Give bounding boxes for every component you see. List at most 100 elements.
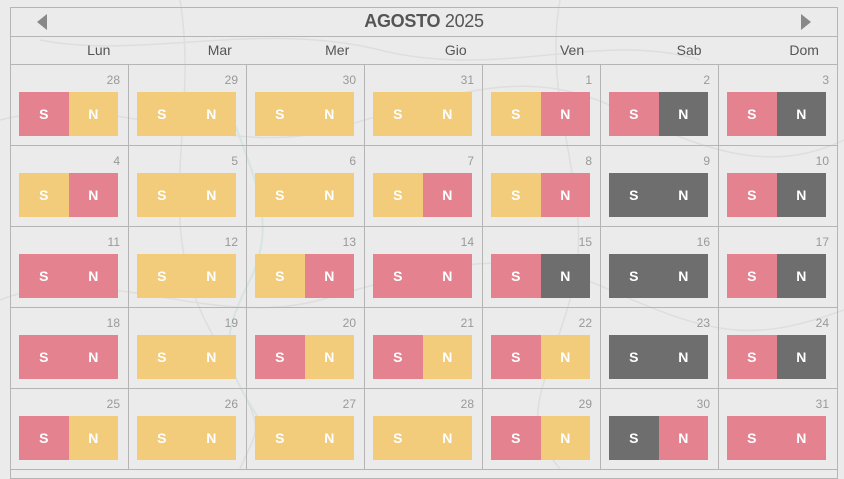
shift-s-button[interactable]: S (609, 416, 659, 460)
shift-n-button[interactable]: N (186, 173, 236, 217)
shift-n-button[interactable]: N (540, 254, 590, 298)
shift-n-button[interactable]: N (776, 416, 826, 460)
shift-s-button[interactable]: S (19, 173, 69, 217)
shift-n-button[interactable]: N (776, 335, 826, 379)
shift-s-button[interactable]: S (137, 254, 187, 298)
shift-s-button[interactable]: S (373, 254, 423, 298)
shift-s-button[interactable]: S (491, 173, 541, 217)
shift-n-button[interactable]: N (540, 416, 590, 460)
shift-s-button[interactable]: S (373, 416, 423, 460)
shift-n-button[interactable]: N (658, 335, 708, 379)
shift-n-button[interactable]: N (186, 254, 236, 298)
shift-s-button[interactable]: S (373, 92, 423, 136)
prev-month-icon[interactable] (37, 14, 47, 30)
shift-n-button[interactable]: N (776, 92, 826, 136)
shift-n-button[interactable]: N (186, 335, 236, 379)
shift-s-button[interactable]: S (727, 92, 777, 136)
shift-s-button[interactable]: S (137, 92, 187, 136)
shift-s-button[interactable]: S (255, 416, 305, 460)
shift-s-button[interactable]: S (19, 416, 69, 460)
shift-n-button[interactable]: N (68, 254, 118, 298)
shift-s-button[interactable]: S (373, 335, 423, 379)
shift-n-button[interactable]: N (68, 416, 118, 460)
shift-n-button[interactable]: N (658, 173, 708, 217)
shift-n-button[interactable]: N (422, 92, 472, 136)
shift-n-button[interactable]: N (776, 254, 826, 298)
shift-n-button[interactable]: N (422, 173, 472, 217)
shift-n-button[interactable]: N (422, 335, 472, 379)
shift-s-button[interactable]: S (19, 335, 69, 379)
shift-s-button[interactable]: S (609, 173, 659, 217)
shift-n-button[interactable]: N (186, 92, 236, 136)
shift-s-button[interactable]: S (137, 416, 187, 460)
shift-s-button[interactable]: S (727, 335, 777, 379)
shift-n-button[interactable]: N (540, 173, 590, 217)
shift-s-button[interactable]: S (491, 416, 541, 460)
shift-s-button[interactable]: S (255, 173, 305, 217)
shift-n-button[interactable]: N (186, 416, 236, 460)
shift-n-button[interactable]: N (658, 254, 708, 298)
shift-s-button[interactable]: S (491, 335, 541, 379)
shift-s-button[interactable]: S (137, 173, 187, 217)
shift-n-button[interactable]: N (422, 416, 472, 460)
shift-s-button[interactable]: S (255, 335, 305, 379)
shift-n-button[interactable]: N (422, 254, 472, 298)
shift-n-button[interactable]: N (304, 173, 354, 217)
shift-s-button[interactable]: S (137, 335, 187, 379)
shift-s-button[interactable]: S (609, 254, 659, 298)
shift-n-button[interactable]: N (304, 416, 354, 460)
shift-s-button[interactable]: S (609, 335, 659, 379)
next-month-icon[interactable] (801, 14, 811, 30)
shift-s-button[interactable]: S (373, 173, 423, 217)
shift-n-button[interactable]: N (304, 254, 354, 298)
shift-n-button[interactable]: N (304, 335, 354, 379)
shift-s-button[interactable]: S (255, 92, 305, 136)
shift-n-button[interactable]: N (776, 173, 826, 217)
shift-s-button[interactable]: S (727, 173, 777, 217)
shift-n-button[interactable]: N (304, 92, 354, 136)
shift-s-button[interactable]: S (491, 254, 541, 298)
shift-s-button[interactable]: S (609, 92, 659, 136)
shift-n-button[interactable]: N (68, 335, 118, 379)
shift-s-button[interactable]: S (255, 254, 305, 298)
shift-s-button[interactable]: S (491, 92, 541, 136)
shift-s-button[interactable]: S (19, 92, 69, 136)
shift-n-button[interactable]: N (658, 92, 708, 136)
shift-n-button[interactable]: N (658, 416, 708, 460)
shift-n-button[interactable]: N (68, 173, 118, 217)
shift-n-button[interactable]: N (540, 335, 590, 379)
shift-s-button[interactable]: S (19, 254, 69, 298)
shift-n-button[interactable]: N (68, 92, 118, 136)
